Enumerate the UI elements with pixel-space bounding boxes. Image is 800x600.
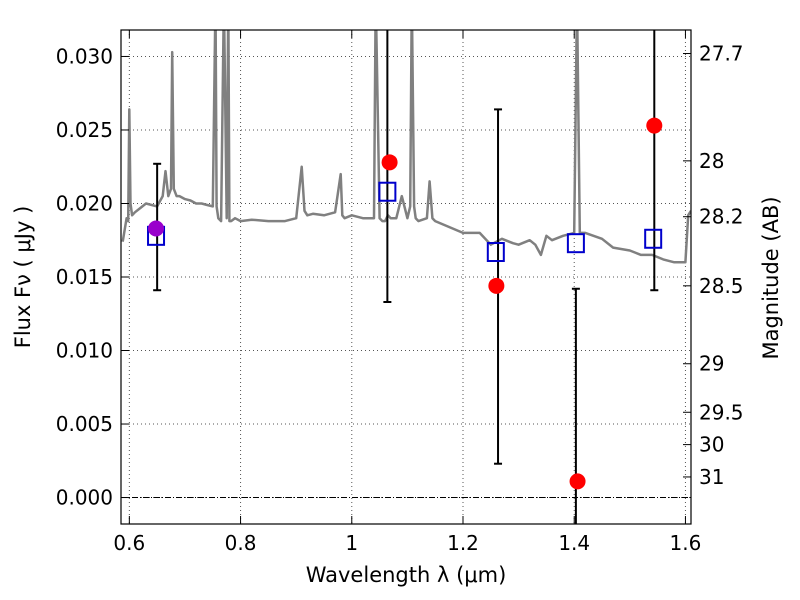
y-tick-label: 0.000 [56,486,113,510]
observed-series [148,117,663,490]
y2-tick-label: 31 [699,465,724,489]
y2-tick-label: 27.7 [699,42,744,66]
y2-tick-label: 30 [699,433,724,457]
observed-point [148,220,165,237]
model-square-marker [486,242,505,263]
x-tick-label: 1.4 [558,531,590,555]
y2-tick-label: 29.5 [699,400,744,424]
observed-point [569,473,586,490]
y2-tick-label: 29 [699,352,724,376]
y2-axis: 27.7 28 28.2 28.5 29 29.5 30 31 [683,42,744,489]
y-tick-label: 0.015 [56,265,113,289]
x-axis-label: Wavelength λ (μm) [306,563,507,587]
x-axis: 0.6 0.8 1 1.2 1.4 1.6 [113,30,701,555]
y-tick-label: 0.005 [56,412,113,436]
y-tick-label: 0.020 [56,191,113,215]
y2-tick-label: 28.2 [699,205,744,229]
x-tick-label: 0.6 [113,531,145,555]
model-square-marker [566,233,585,254]
x-tick-label: 1.6 [670,531,702,555]
observed-point [488,277,505,294]
y2-tick-label: 28 [699,149,724,173]
y2-axis-label: Magnitude (AB) [759,196,783,359]
spectrum-series [121,30,691,264]
y2-tick-label: 28.5 [699,274,744,298]
model-square-marker [644,228,663,249]
y-tick-label: 0.010 [56,339,113,363]
grid [121,30,691,524]
y-tick-label: 0.030 [56,44,113,68]
model-square-marker [378,181,397,202]
x-tick-label: 0.8 [225,531,257,555]
y-axis-label: Flux Fν ( μJy ) [11,206,35,349]
model-series [147,181,663,263]
observed-point [381,154,398,171]
observed-point [646,117,663,134]
y-tick-label: 0.025 [56,118,113,142]
x-tick-label: 1 [345,531,358,555]
spectrum-line [121,30,691,264]
x-tick-label: 1.2 [447,531,479,555]
y-axis: 0.000 0.005 0.010 0.015 0.020 0.025 0.030 [56,44,129,510]
